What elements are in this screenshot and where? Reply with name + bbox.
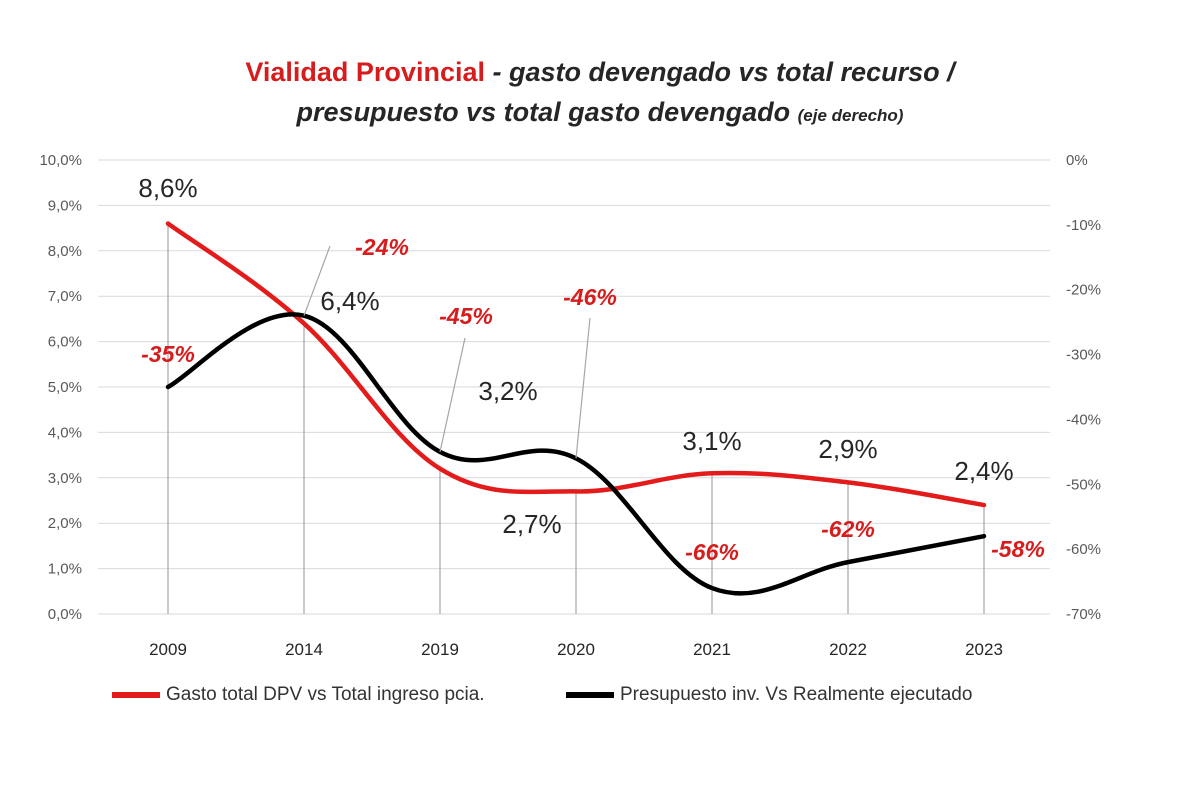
data-label-gasto: 6,4%: [320, 286, 379, 316]
y-right-tick-label: -30%: [1066, 347, 1101, 364]
title-line-2: presupuesto vs total gasto devengado (ej…: [0, 92, 1200, 136]
y-left-tick-label: 9,0%: [48, 197, 82, 214]
x-tick-label: 2014: [285, 640, 323, 659]
title-line-2-text: presupuesto vs total gasto devengado: [296, 97, 791, 127]
legend-swatch-series-2: [566, 692, 614, 698]
legend-label-series-2: Presupuesto inv. Vs Realmente ejecutado: [620, 684, 973, 705]
title-rest: - gasto devengado vs total recurso /: [484, 57, 955, 87]
y-right-tick-label: -70%: [1066, 606, 1101, 623]
series-line-gasto-total: [165, 221, 987, 508]
data-label-presupuesto: -45%: [439, 303, 493, 329]
x-tick-label: 2021: [693, 640, 731, 659]
y-left-tick-label: 6,0%: [48, 334, 82, 351]
y-left-tick-label: 3,0%: [48, 470, 82, 487]
title-note: (eje derecho): [797, 106, 904, 125]
data-label-presupuesto: -66%: [685, 539, 739, 565]
y-right-tick-label: -60%: [1066, 541, 1101, 558]
data-label-presupuesto: -62%: [821, 516, 875, 542]
y-right-tick-label: -50%: [1066, 476, 1101, 493]
data-label-presupuesto: -35%: [141, 341, 195, 367]
y-right-tick-label: -20%: [1066, 282, 1101, 299]
y-left-tick-label: 7,0%: [48, 288, 82, 305]
y-right-tick-label: 0%: [1066, 152, 1088, 169]
data-label-gasto: 2,4%: [954, 456, 1013, 486]
title-line-1: Vialidad Provincial - gasto devengado vs…: [0, 52, 1200, 92]
chart-title: Vialidad Provincial - gasto devengado vs…: [0, 52, 1200, 136]
x-tick-label: 2009: [149, 640, 187, 659]
y-left-tick-label: 10,0%: [39, 152, 82, 169]
label-leader-line: [439, 337, 466, 452]
x-tick-label: 2019: [421, 640, 459, 659]
data-label-presupuesto: -46%: [563, 284, 617, 310]
x-tick-label: 2023: [965, 640, 1003, 659]
y-left-tick-label: 5,0%: [48, 379, 82, 396]
x-tick-label: 2020: [557, 640, 595, 659]
data-label-gasto: 2,9%: [818, 434, 877, 464]
label-leader-line: [303, 245, 331, 316]
y-left-tick-label: 2,0%: [48, 515, 82, 532]
data-label-gasto: 2,7%: [502, 509, 561, 539]
y-right-tick-label: -10%: [1066, 217, 1101, 234]
y-left-tick-label: 8,0%: [48, 243, 82, 260]
label-leader-line: [575, 317, 591, 459]
legend-label-series-1: Gasto total DPV vs Total ingreso pcia.: [166, 684, 485, 705]
y-left-tick-label: 1,0%: [48, 561, 82, 578]
data-label-presupuesto: -58%: [991, 536, 1045, 562]
title-main: Vialidad Provincial: [245, 57, 485, 87]
data-label-gasto: 8,6%: [138, 173, 197, 203]
legend-item-series-1: Gasto total DPV vs Total ingreso pcia.: [112, 684, 485, 706]
legend-item-series-2: Presupuesto inv. Vs Realmente ejecutado: [566, 684, 972, 706]
y-right-tick-label: -40%: [1066, 411, 1101, 428]
legend-swatch-series-1: [112, 692, 160, 698]
y-left-tick-label: 4,0%: [48, 424, 82, 441]
data-label-presupuesto: -24%: [355, 234, 409, 260]
y-left-tick-label: 0,0%: [48, 606, 82, 623]
data-label-gasto: 3,1%: [682, 426, 741, 456]
data-label-gasto: 3,2%: [478, 376, 537, 406]
x-tick-label: 2022: [829, 640, 867, 659]
